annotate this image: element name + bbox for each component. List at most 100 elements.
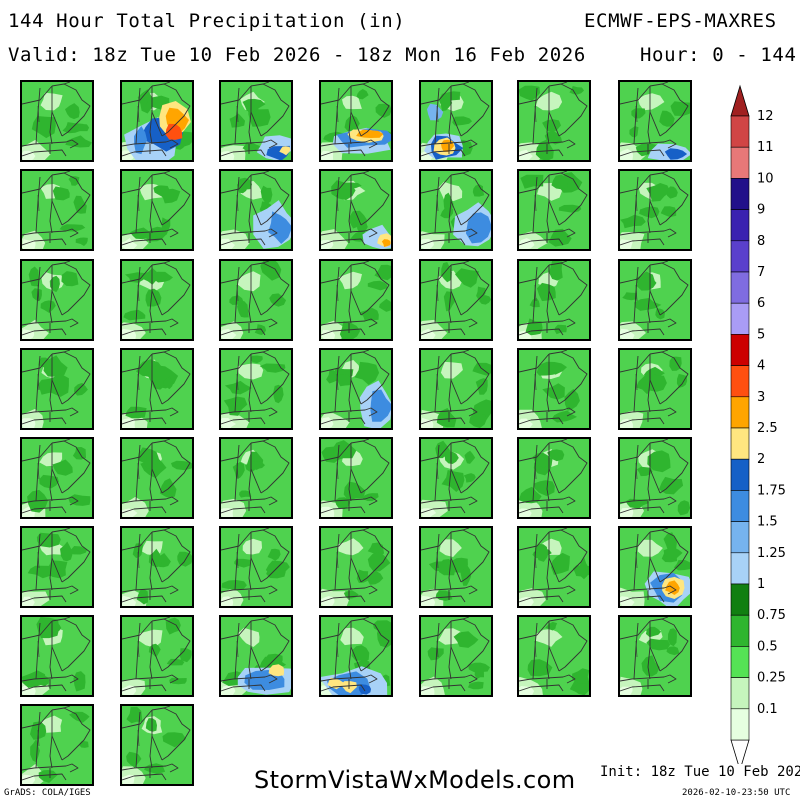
light-precip-area (620, 328, 635, 339)
state-border-lines (519, 528, 588, 603)
light-precip-area (638, 93, 665, 111)
moderate-precip-area (647, 450, 671, 473)
ensemble-member-panel (419, 259, 493, 341)
state-border-lines (321, 171, 390, 246)
member-precip-map (321, 528, 391, 606)
moderate-precip-area (354, 361, 380, 385)
state-border-lines (519, 350, 588, 425)
moderate-precip-area (444, 450, 459, 464)
ensemble-member-panel (20, 437, 94, 519)
state-border-lines (421, 528, 490, 603)
moderate-precip-area (337, 374, 351, 387)
ensemble-member-panel (419, 526, 493, 608)
moderate-precip-area (572, 668, 589, 684)
colorbar-swatch (730, 178, 750, 210)
moderate-precip-area (667, 628, 677, 647)
ensemble-member-panel (120, 259, 194, 341)
state-border-lines (122, 439, 191, 514)
moderate-precip-area (38, 770, 58, 783)
colorbar-label: 11 (757, 140, 774, 155)
moderate-precip-area (242, 142, 262, 152)
member-precip-map (519, 528, 589, 606)
member-precip-map (122, 706, 192, 784)
moderate-precip-area (548, 228, 572, 247)
moderate-precip-area (474, 665, 484, 679)
light-precip-area (221, 417, 237, 428)
colorbar-swatch (730, 271, 750, 304)
heavy-precip-area (370, 389, 391, 422)
moderate-precip-area (221, 580, 247, 591)
member-precip-map (221, 528, 291, 606)
ensemble-member-panel (120, 169, 194, 251)
moderate-precip-area (69, 711, 90, 723)
colorbar-swatch (730, 708, 750, 741)
state-border-lines (421, 82, 490, 157)
state-border-lines (221, 528, 290, 603)
state-border-lines (22, 171, 91, 246)
light-precip-area (237, 363, 264, 380)
colorbar-swatch (730, 490, 750, 522)
forecast-hours: Hour: 0 - 144 (640, 44, 797, 66)
moderate-precip-area (646, 638, 671, 651)
light-precip-area (221, 238, 235, 249)
moderate-precip-area (669, 356, 682, 371)
colorbar-label: 0.25 (757, 671, 786, 686)
member-precip-map (221, 261, 291, 339)
ensemble-member-panel (20, 169, 94, 251)
ensemble-member-panel (219, 526, 293, 608)
colorbar-swatch (730, 240, 750, 273)
member-precip-map (620, 261, 690, 339)
light-precip-area (421, 508, 437, 517)
light-precip-area (620, 149, 633, 160)
ensemble-member-panel (20, 80, 94, 162)
state-border-lines (22, 350, 91, 425)
ensemble-member-panel (517, 169, 591, 251)
state-border-lines (519, 439, 588, 514)
moderate-precip-area (663, 532, 677, 551)
moderate-precip-area (40, 300, 56, 313)
member-precip-map (22, 439, 92, 517)
moderate-precip-area (472, 184, 485, 197)
colorbar-swatch (730, 458, 750, 491)
precip-colorbar: 12 11 10 9 8 7 6 5 4 3 2.5 2 1.75 1.5 1.25 1 0.75 0.5 0.25… (730, 84, 786, 764)
member-precip-map (22, 706, 92, 784)
light-precip-area (620, 596, 635, 606)
moderate-precip-area (73, 671, 86, 692)
member-precip-map (620, 171, 690, 249)
heavy-precip-area (356, 129, 384, 138)
state-border-lines (519, 171, 588, 246)
moderate-precip-area (551, 174, 568, 190)
light-precip-area (342, 95, 362, 110)
ensemble-member-panel (517, 437, 591, 519)
moderate-precip-area (126, 751, 142, 768)
moderate-precip-area (670, 101, 690, 116)
member-precip-map (421, 528, 491, 606)
state-border-lines (221, 82, 290, 157)
light-precip-area (122, 238, 138, 249)
state-border-lines (122, 706, 191, 781)
moderate-precip-area (31, 288, 42, 302)
colorbar-top-arrow (730, 84, 750, 117)
colorbar-label: 7 (757, 265, 765, 280)
state-border-lines (620, 261, 689, 336)
light-precip-area (519, 508, 532, 517)
colorbar-label: 1 (757, 577, 765, 592)
moderate-precip-area (130, 227, 150, 240)
state-border-lines (620, 617, 689, 692)
moderate-precip-area (27, 565, 51, 579)
moderate-precip-area (379, 298, 391, 312)
moderate-precip-area (239, 490, 252, 498)
light-precip-area (340, 627, 364, 646)
colorbar-label: 1.75 (757, 483, 786, 498)
member-precip-map (620, 617, 690, 695)
moderate-precip-area (273, 384, 284, 404)
state-border-lines (122, 82, 191, 157)
moderate-precip-area (666, 186, 678, 199)
member-precip-map (519, 82, 589, 160)
colorbar-swatch (730, 396, 750, 429)
colorbar-label: 5 (757, 327, 765, 342)
state-border-lines (519, 82, 588, 157)
colorbar-label: 8 (757, 234, 765, 249)
ensemble-member-panel (120, 615, 194, 697)
state-border-lines (421, 439, 490, 514)
